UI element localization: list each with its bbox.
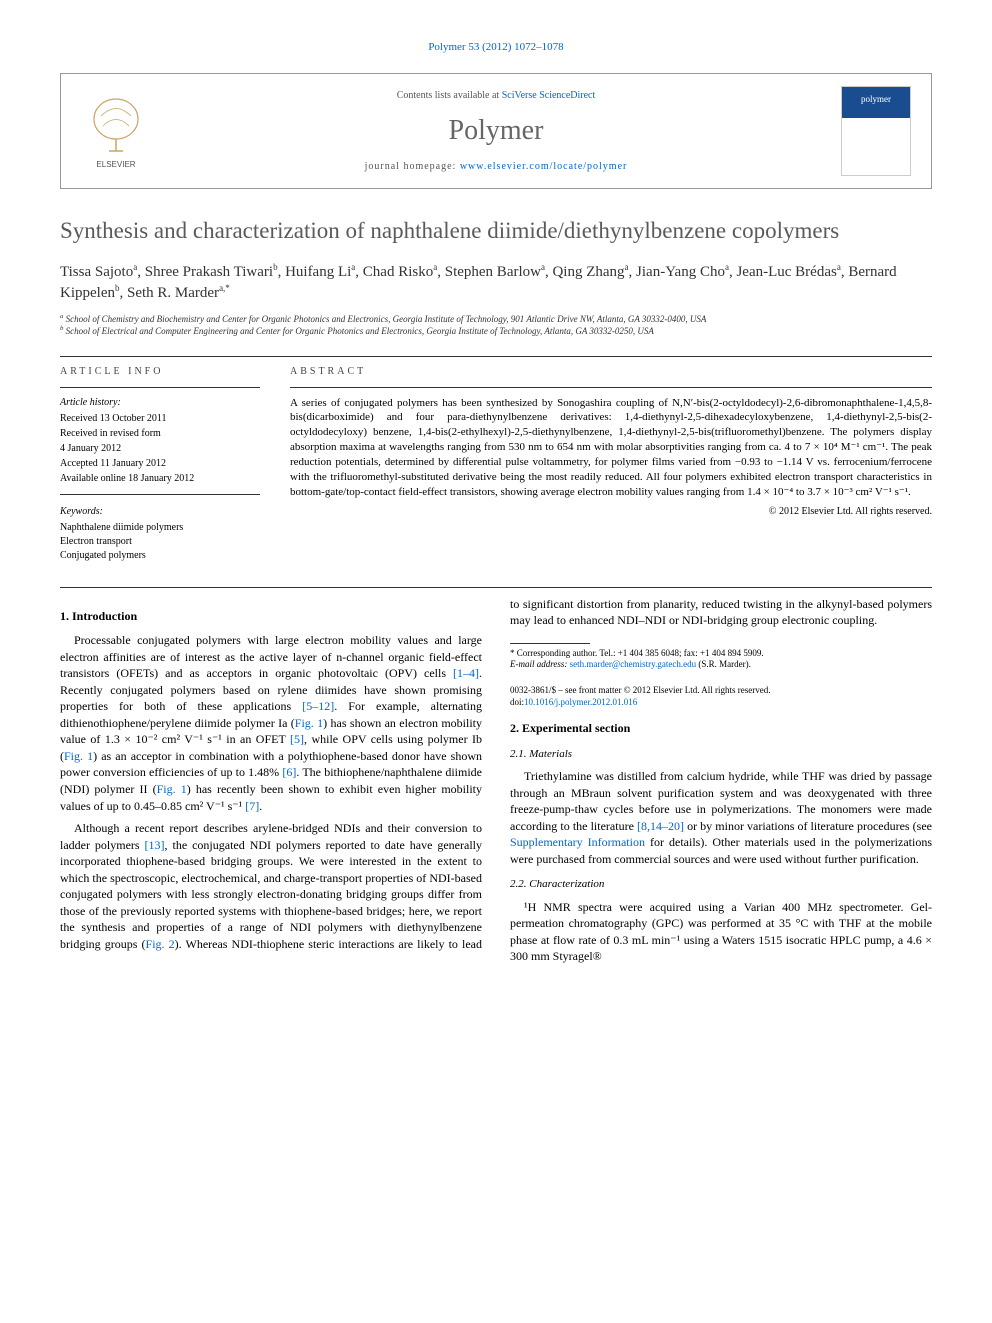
footnotes: * Corresponding author. Tel.: +1 404 385… (510, 648, 932, 671)
keyword-item: Conjugated polymers (60, 549, 260, 563)
citation-link[interactable]: [7] (245, 799, 259, 813)
abstract-block: ABSTRACT A series of conjugated polymers… (290, 365, 932, 563)
history-item: Received in revised form (60, 427, 260, 441)
figure-link[interactable]: Fig. 1 (295, 716, 323, 730)
citation-link[interactable]: [13] (145, 838, 165, 852)
journal-cover-thumbnail (841, 86, 911, 176)
elsevier-logo: ELSEVIER (81, 91, 151, 171)
email-link[interactable]: seth.marder@chemistry.gatech.edu (570, 659, 696, 669)
article-title: Synthesis and characterization of naphth… (60, 217, 932, 246)
svg-text:ELSEVIER: ELSEVIER (96, 160, 135, 169)
email-suffix: (S.R. Marder). (696, 659, 751, 669)
section-2-1-heading: 2.1. Materials (510, 747, 932, 762)
info-abstract-row: ARTICLE INFO Article history: Received 1… (60, 365, 932, 563)
divider (60, 356, 932, 357)
doi-label: doi: (510, 697, 524, 707)
corresponding-author-note: * Corresponding author. Tel.: +1 404 385… (510, 648, 932, 660)
section-2-2-heading: 2.2. Characterization (510, 877, 932, 892)
article-info-block: ARTICLE INFO Article history: Received 1… (60, 365, 260, 563)
divider (290, 387, 932, 388)
abstract-copyright: © 2012 Elsevier Ltd. All rights reserved… (290, 505, 932, 519)
history-item: 4 January 2012 (60, 442, 260, 456)
keyword-item: Electron transport (60, 535, 260, 549)
article-info-heading: ARTICLE INFO (60, 365, 260, 379)
citation-link[interactable]: [1–4] (453, 666, 479, 680)
section-1-para-1: Processable conjugated polymers with lar… (60, 632, 482, 814)
section-1-heading: 1. Introduction (60, 608, 482, 625)
sciencedirect-link[interactable]: SciVerse ScienceDirect (502, 90, 596, 101)
homepage-prefix: journal homepage: (365, 161, 460, 172)
footer-block: 0032-3861/$ – see front matter © 2012 El… (510, 685, 932, 708)
citation-link[interactable]: [8,14–20] (637, 819, 684, 833)
supplementary-link[interactable]: Supplementary Information (510, 835, 645, 849)
affiliation-a: a School of Chemistry and Biochemistry a… (60, 314, 932, 326)
email-label: E-mail address: (510, 659, 570, 669)
author-list: Tissa Sajotoa, Shree Prakash Tiwarib, Hu… (60, 262, 932, 304)
header-center: Contents lists available at SciVerse Sci… (151, 89, 841, 174)
abstract-text: A series of conjugated polymers has been… (290, 396, 932, 500)
contents-available-line: Contents lists available at SciVerse Sci… (151, 89, 841, 103)
doi-link[interactable]: 10.1016/j.polymer.2012.01.016 (524, 697, 637, 707)
citation-link[interactable]: [6] (282, 765, 296, 779)
keyword-item: Naphthalene diimide polymers (60, 521, 260, 535)
section-2-heading: 2. Experimental section (510, 720, 932, 737)
issn-copyright-line: 0032-3861/$ – see front matter © 2012 El… (510, 685, 932, 697)
history-item: Received 13 October 2011 (60, 412, 260, 426)
citation-link[interactable]: [5] (290, 732, 304, 746)
email-line: E-mail address: seth.marder@chemistry.ga… (510, 659, 932, 671)
journal-name: Polymer (151, 111, 841, 150)
divider (60, 587, 932, 588)
history-label: Article history: (60, 396, 260, 410)
figure-link[interactable]: Fig. 1 (157, 782, 187, 796)
footnote-separator (510, 643, 590, 644)
section-2-2-para-1: ¹H NMR spectra were acquired using a Var… (510, 899, 932, 965)
doi-line: doi:10.1016/j.polymer.2012.01.016 (510, 697, 932, 709)
contents-prefix: Contents lists available at (397, 90, 502, 101)
journal-header-box: ELSEVIER Contents lists available at Sci… (60, 73, 932, 189)
header-citation: Polymer 53 (2012) 1072–1078 (60, 40, 932, 55)
affiliation-b: b School of Electrical and Computer Engi… (60, 326, 932, 338)
figure-link[interactable]: Fig. 2 (146, 937, 175, 951)
abstract-heading: ABSTRACT (290, 365, 932, 379)
affiliations: a School of Chemistry and Biochemistry a… (60, 314, 932, 337)
homepage-link[interactable]: www.elsevier.com/locate/polymer (460, 161, 628, 172)
history-item: Available online 18 January 2012 (60, 472, 260, 486)
journal-homepage-line: journal homepage: www.elsevier.com/locat… (151, 160, 841, 174)
citation-link[interactable]: [5–12] (302, 699, 334, 713)
elsevier-tree-icon: ELSEVIER (81, 91, 151, 171)
section-2-1-para-1: Triethylamine was distilled from calcium… (510, 768, 932, 867)
divider (60, 494, 260, 495)
keywords-label: Keywords: (60, 505, 260, 519)
figure-link[interactable]: Fig. 1 (64, 749, 93, 763)
body-two-column: 1. Introduction Processable conjugated p… (60, 596, 932, 965)
history-item: Accepted 11 January 2012 (60, 457, 260, 471)
divider (60, 387, 260, 388)
